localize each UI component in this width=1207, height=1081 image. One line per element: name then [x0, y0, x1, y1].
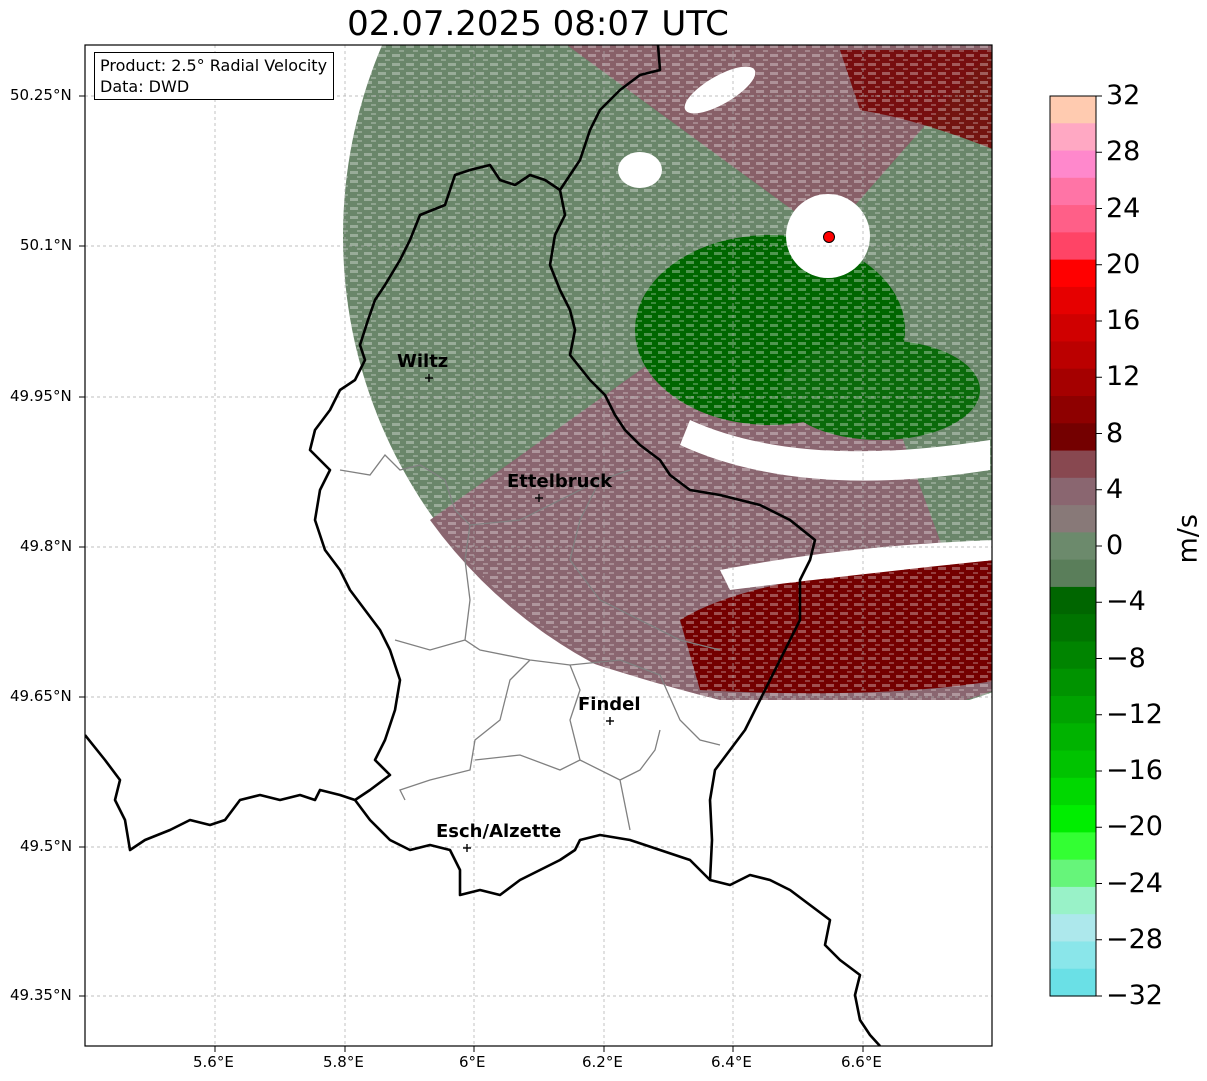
lat-tick-label: 49.5°N [20, 837, 73, 855]
city-label-findel: Findel [578, 694, 641, 715]
no-echo-southwest [85, 480, 992, 1046]
lon-tick-label: 6°E [459, 1053, 486, 1071]
border-luxembourg-north [308, 163, 561, 802]
colorbar-tick-label: 12 [1106, 361, 1141, 393]
city-marker-wiltz [425, 374, 433, 382]
city-marker-esch [463, 844, 471, 852]
info-box: Product: 2.5° Radial Velocity Data: DWD [94, 52, 335, 100]
colorbar-tick-label: 4 [1106, 473, 1124, 505]
colorbar-swatch [1050, 423, 1096, 452]
colorbar-swatch [1050, 205, 1096, 233]
colorbar-tick-label: 28 [1106, 136, 1141, 168]
colorbar-swatch [1050, 968, 1096, 997]
border-luxembourg-west [548, 45, 817, 881]
colorbar-tick-label: 16 [1106, 305, 1141, 336]
info-product: Product: 2.5° Radial Velocity [100, 56, 328, 75]
colorbar-tick-label: −16 [1106, 755, 1163, 786]
city-label-ettelbruck: Ettelbruck [507, 471, 613, 492]
colorbar-swatch [1050, 396, 1096, 424]
lon-tick-label: 6.4°E [711, 1053, 752, 1071]
lat-tick-label: 50.25°N [10, 86, 72, 104]
colorbar-swatch [1050, 941, 1096, 970]
colorbar-swatch [1050, 750, 1096, 779]
colorbar-swatch [1050, 368, 1096, 397]
colorbar-swatch [1050, 123, 1096, 152]
city-markers [425, 374, 614, 852]
border-france-belgium [85, 734, 881, 1046]
colorbar-swatch [1050, 286, 1096, 315]
colorbar-swatch [1050, 477, 1096, 506]
colorbar-swatch [1050, 232, 1096, 261]
colorbar-swatch [1050, 696, 1096, 724]
colorbar-swatch [1050, 805, 1096, 833]
colorbar-tick-label: −32 [1106, 980, 1163, 1011]
echo-speckle [343, 45, 992, 721]
colorbar-swatch [1050, 641, 1096, 670]
country-borders [85, 45, 881, 1046]
colorbar-swatch [1050, 505, 1096, 533]
canton-boundaries [339, 454, 721, 831]
colorbar-swatch [1050, 886, 1096, 915]
colorbar-swatch [1050, 777, 1096, 806]
radar-site-marker [823, 231, 835, 243]
colorbar-swatch [1050, 532, 1096, 561]
lat-tick-label: 50.1°N [20, 236, 73, 254]
colorbar [1050, 96, 1096, 997]
map-frame [84, 44, 993, 1047]
colorbar-tick-label: −12 [1106, 698, 1163, 730]
lat-tick-label: 49.35°N [10, 986, 72, 1004]
colorbar-tick-label: −8 [1106, 642, 1146, 674]
city-marker-ettelbruck [535, 494, 543, 502]
colorbar-swatch [1050, 341, 1096, 370]
colorbar-swatch [1050, 668, 1096, 697]
colorbar-tick-label: −28 [1106, 923, 1163, 955]
colorbar-swatch [1050, 177, 1096, 206]
velocity-field [85, 45, 992, 1046]
lon-tick-label: 5.8°E [323, 1053, 364, 1071]
colorbar-swatch [1050, 614, 1096, 643]
map-title: 02.07.2025 08:07 UTC [347, 4, 729, 44]
info-data-source: Data: DWD [100, 77, 190, 96]
colorbar-swatch [1050, 859, 1096, 888]
colorbar-tick-label: −4 [1106, 586, 1146, 618]
colorbar-tick-label: 0 [1106, 530, 1124, 561]
colorbar-swatch [1050, 259, 1096, 288]
colorbar-swatch [1050, 96, 1096, 124]
lat-tick-label: 49.95°N [10, 387, 72, 405]
colorbar-swatch [1050, 832, 1096, 861]
lon-tick-label: 5.6°E [193, 1053, 234, 1071]
colorbar-swatch [1050, 559, 1096, 588]
colorbar-swatch [1050, 150, 1096, 179]
colorbar-swatch [1050, 586, 1096, 615]
colorbar-tick-label: −24 [1106, 867, 1163, 899]
city-label-wiltz: Wiltz [397, 351, 449, 372]
colorbar-tick-label: 20 [1106, 248, 1141, 280]
city-marker-findel [606, 717, 614, 725]
colorbar-tick-label: 24 [1106, 192, 1141, 224]
colorbar-swatch [1050, 723, 1096, 752]
colorbar-swatch [1050, 314, 1096, 343]
colorbar-swatch [1050, 450, 1096, 479]
colorbar-swatch [1050, 914, 1096, 943]
colorbar-tick-label: 8 [1106, 417, 1124, 449]
colorbar-unit-label: m/s [1172, 514, 1204, 564]
lat-tick-label: 49.8°N [20, 537, 73, 555]
lon-tick-label: 6.6°E [841, 1053, 882, 1071]
city-label-esch: Esch/Alzette [436, 821, 562, 842]
colorbar-tick-label: 32 [1106, 80, 1141, 111]
colorbar-ticks [1096, 95, 1102, 997]
axis-ticks [79, 95, 864, 1052]
lat-tick-label: 49.65°N [10, 687, 72, 705]
lon-tick-label: 6.2°E [582, 1053, 623, 1071]
colorbar-tick-label: −20 [1106, 811, 1163, 843]
